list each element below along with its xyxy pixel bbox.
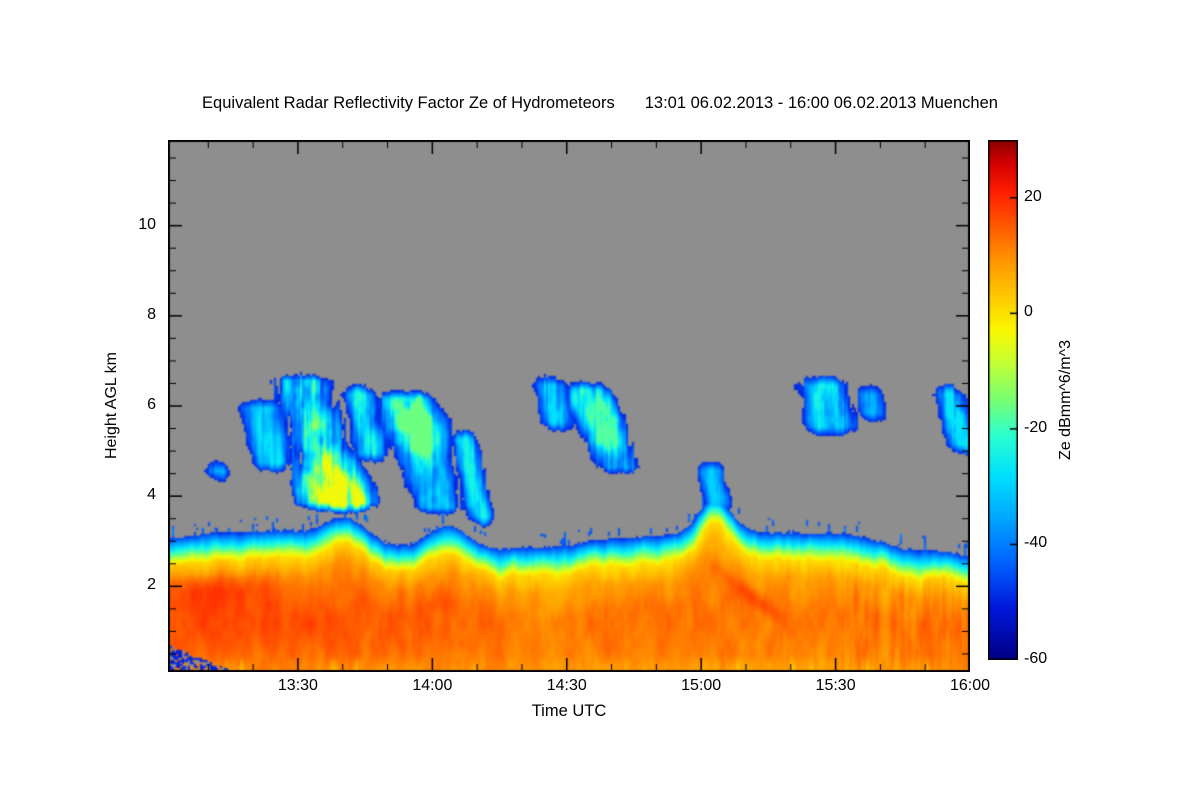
x-tick-label: 14:00: [412, 677, 453, 694]
y-tick-label: 10: [138, 215, 156, 233]
x-tick-label: 16:00: [949, 677, 991, 694]
x-tick-label: 15:00: [681, 677, 722, 694]
x-tick-label: 13:30: [277, 677, 318, 694]
colorbar-label-text: Ze dBmm^6/m^3: [1057, 340, 1074, 460]
x-tick-label: 14:30: [546, 677, 587, 694]
plot-title: Equivalent Radar Reflectivity Factor Ze …: [0, 94, 1200, 113]
colorbar-tick-label: -40: [1024, 534, 1048, 552]
x-axis-label: Time UTC: [531, 702, 607, 720]
y-tick-label: 2: [147, 576, 156, 594]
colorbar-tick-label: 0: [1024, 303, 1033, 321]
colorbar-canvas: [988, 140, 1018, 660]
colorbar-tick-label: 20: [1024, 187, 1042, 205]
x-tick-label: 15:30: [815, 677, 856, 694]
plot-title-period: 13:01 06.02.2013 - 16:00 06.02.2013 Muen…: [644, 94, 998, 112]
y-tick-label: 4: [147, 486, 156, 504]
plot-title-main: Equivalent Radar Reflectivity Factor Ze …: [202, 94, 615, 112]
y-tick-label: 8: [147, 305, 156, 323]
radar-heatmap-canvas: [168, 140, 970, 672]
colorbar-label: Ze dBmm^6/m^3: [1054, 140, 1078, 660]
colorbar-tick-label: -20: [1024, 418, 1048, 436]
y-tick-label: 6: [147, 396, 156, 413]
colorbar-tick-label: -60: [1024, 650, 1048, 667]
